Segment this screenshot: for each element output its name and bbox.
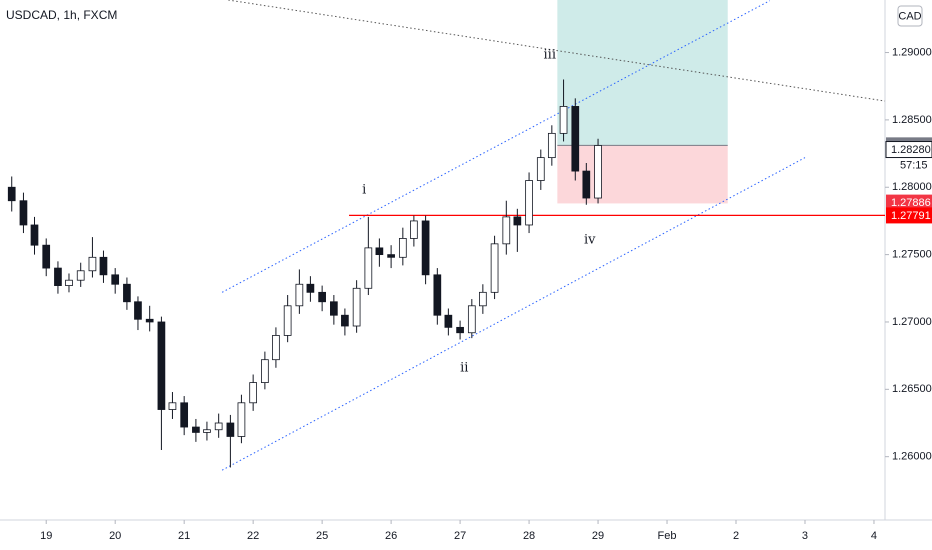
candle-body xyxy=(398,238,407,258)
currency-box[interactable] xyxy=(897,5,923,27)
x-tick-label: 26 xyxy=(385,530,397,542)
candle-body xyxy=(283,305,292,336)
candle-body xyxy=(237,402,246,437)
candle-body xyxy=(559,106,568,134)
candle-body xyxy=(19,200,28,226)
candle-body xyxy=(456,326,464,334)
candle-body xyxy=(364,247,373,289)
candle-body xyxy=(226,422,235,437)
candle-body xyxy=(7,186,16,202)
candle-body xyxy=(594,145,602,199)
candle-body xyxy=(123,283,131,303)
y-tick-label: 1.27000 xyxy=(892,316,932,328)
candle-body xyxy=(330,301,338,316)
candle-body xyxy=(180,402,189,428)
candle-body xyxy=(547,132,556,159)
candle-body xyxy=(295,283,304,307)
candle-body xyxy=(54,267,62,286)
x-tick-label: 25 xyxy=(316,530,328,542)
candle-body xyxy=(387,254,395,258)
x-tick-label: 27 xyxy=(454,530,466,542)
candle-body xyxy=(261,359,269,383)
candle-body xyxy=(272,335,280,361)
price-label: 1.27886 xyxy=(891,197,931,209)
price-label: 1.28280 xyxy=(891,144,931,156)
x-tick-label: 29 xyxy=(592,530,604,542)
target-zone xyxy=(557,0,728,146)
x-tick-label: 21 xyxy=(178,530,190,542)
x-tick-label: Feb xyxy=(658,530,677,542)
candle-body xyxy=(352,287,361,327)
candle-body xyxy=(318,291,326,303)
candle-body xyxy=(433,274,442,316)
x-tick-label: 3 xyxy=(802,530,808,542)
candle-body xyxy=(571,106,580,172)
y-tick-label: 1.26500 xyxy=(892,383,932,395)
candle-body xyxy=(525,180,533,226)
x-tick-label: 20 xyxy=(109,530,121,542)
candle-body xyxy=(249,382,258,404)
price-label-box xyxy=(886,207,932,224)
x-tick-label: 19 xyxy=(40,530,52,542)
candle-body xyxy=(536,157,545,181)
candle-body xyxy=(42,244,51,269)
currency[interactable]: CAD xyxy=(898,10,921,22)
trend-line xyxy=(228,0,886,102)
candle-body xyxy=(203,429,211,433)
x-tick-label: 4 xyxy=(871,530,877,542)
candle-body xyxy=(76,270,85,281)
candle-body xyxy=(157,321,166,410)
candle-body xyxy=(467,305,476,334)
candle-body xyxy=(134,301,142,320)
candle-body xyxy=(306,283,315,293)
candle-body xyxy=(192,426,200,433)
y-tick-label: 1.27500 xyxy=(892,249,932,261)
wave-label: i xyxy=(362,182,366,197)
candle-body xyxy=(421,220,430,276)
wave-label: iii xyxy=(544,48,556,63)
y-tick-label: 1.29000 xyxy=(892,46,932,58)
candle-body xyxy=(88,256,97,272)
candle-body xyxy=(513,216,522,226)
candle-body xyxy=(145,318,154,323)
candle-body xyxy=(490,243,499,293)
x-tick-label: 22 xyxy=(247,530,259,542)
wave-label: ii xyxy=(460,360,468,375)
candle-body xyxy=(65,279,73,286)
y-tick-label: 1.28500 xyxy=(892,114,932,126)
candle-body xyxy=(375,247,384,256)
candle-body xyxy=(111,274,120,285)
y-tick-label: 1.28000 xyxy=(892,181,932,193)
x-tick-label: 2 xyxy=(733,530,739,542)
candle-body xyxy=(341,314,349,327)
candle-body xyxy=(582,170,591,199)
candle-body xyxy=(99,256,108,276)
candle-body xyxy=(30,224,39,246)
candle-body xyxy=(502,216,511,245)
price-label: 1.27791 xyxy=(891,210,931,222)
candle-body xyxy=(444,314,453,328)
x-tick-label: 28 xyxy=(523,530,535,542)
countdown: 57:15 xyxy=(900,159,928,171)
candle-body xyxy=(410,220,418,239)
trend-line xyxy=(221,0,771,293)
wave-label: iv xyxy=(584,232,596,247)
candle-body xyxy=(479,291,487,307)
y-tick-label: 1.26000 xyxy=(892,451,932,463)
price-label-box xyxy=(885,141,932,159)
chart-title: USDCAD, 1h, FXCM xyxy=(6,8,117,22)
price-label-box xyxy=(886,194,932,211)
candle-body xyxy=(214,422,223,431)
candle-body xyxy=(168,402,177,410)
